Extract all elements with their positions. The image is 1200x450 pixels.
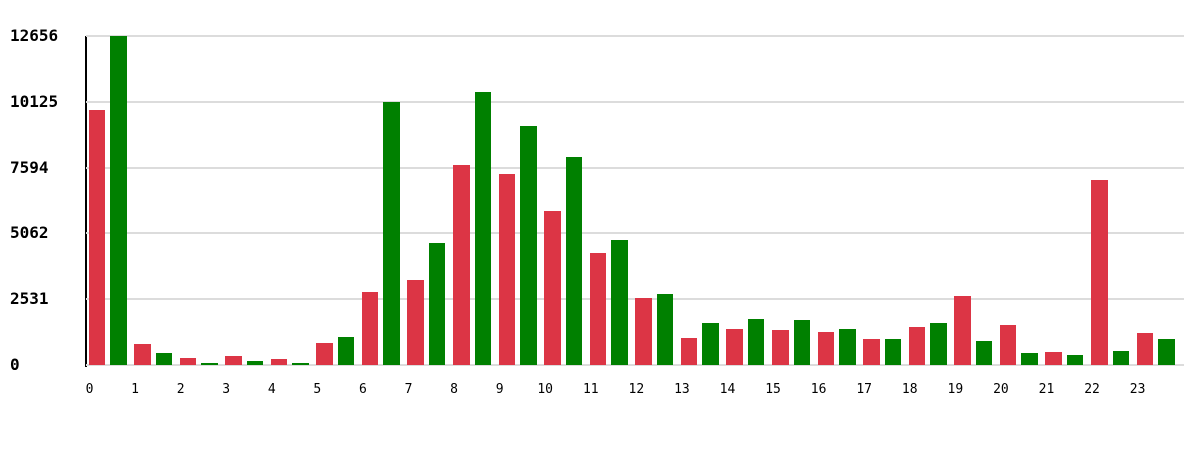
gridline-0 bbox=[86, 364, 1184, 366]
bar-hour-12-green bbox=[656, 294, 674, 365]
bar-hour-7-green bbox=[428, 242, 446, 365]
x-tick-label-16: 16 bbox=[810, 382, 827, 397]
bar-hour-14-red bbox=[726, 328, 743, 365]
x-tick-label-3: 3 bbox=[222, 382, 231, 397]
bar-hour-6-red bbox=[361, 291, 379, 365]
bar-hour-3-red bbox=[225, 355, 242, 365]
bar-hour-2-red bbox=[179, 357, 197, 365]
bar-hour-23-green bbox=[1158, 339, 1175, 365]
bar-hour-9-green bbox=[520, 125, 537, 365]
bar-hour-4-red bbox=[270, 358, 288, 365]
bar-hour-19-red bbox=[954, 295, 971, 365]
bar-hour-0-green bbox=[110, 36, 127, 365]
bar-hour-6-green bbox=[383, 102, 400, 365]
bar-hour-21-red bbox=[1045, 352, 1062, 365]
bar-hour-8-green bbox=[474, 92, 492, 365]
x-tick-label-5: 5 bbox=[313, 382, 322, 397]
bar-hour-23-red bbox=[1136, 332, 1154, 365]
x-tick-label-23: 23 bbox=[1129, 382, 1146, 397]
bar-hour-7-red bbox=[407, 280, 424, 365]
x-tick-label-9: 9 bbox=[495, 382, 504, 397]
y-tick-label-2531: 2531 bbox=[10, 289, 49, 309]
x-tick-label-13: 13 bbox=[674, 382, 690, 397]
bar-hour-13-green bbox=[702, 323, 719, 365]
x-tick-label-1: 1 bbox=[131, 382, 139, 397]
bar-hour-9-red bbox=[498, 174, 516, 365]
y-tick-label-0: 0 bbox=[10, 355, 20, 374]
bar-hour-22-green bbox=[1112, 350, 1130, 365]
bar-hour-21-green bbox=[1066, 354, 1084, 365]
gridline-2531 bbox=[86, 298, 1184, 301]
bar-hour-5-red bbox=[316, 343, 333, 365]
y-tick-label-5062: 5062 bbox=[10, 223, 49, 243]
y-tick-label-12656: 12656 bbox=[10, 26, 59, 45]
bar-hour-12-red bbox=[635, 297, 652, 365]
bar-hour-17-green bbox=[884, 338, 902, 365]
bar-hour-18-green bbox=[930, 322, 947, 365]
bar-hour-22-red bbox=[1091, 179, 1108, 365]
bar-hour-14-green bbox=[747, 318, 765, 365]
x-tick-label-6: 6 bbox=[358, 382, 367, 397]
bar-hour-2-green bbox=[201, 363, 218, 365]
bar-hour-3-green bbox=[246, 361, 264, 365]
bar-hour-4-green bbox=[292, 362, 309, 365]
x-tick-label-11: 11 bbox=[582, 382, 599, 397]
bar-hour-15-green bbox=[793, 320, 811, 365]
x-tick-label-19: 19 bbox=[947, 382, 964, 397]
gridline-7594 bbox=[86, 166, 1184, 169]
bar-hour-16-green bbox=[839, 328, 856, 365]
x-tick-label-15: 15 bbox=[765, 382, 781, 397]
x-tick-label-10: 10 bbox=[537, 382, 554, 397]
x-tick-label-7: 7 bbox=[404, 382, 413, 397]
x-tick-label-21: 21 bbox=[1038, 382, 1055, 397]
bar-hour-13-red bbox=[680, 337, 698, 365]
bar-hour-10-green bbox=[565, 157, 583, 365]
bar-hour-20-green bbox=[1021, 353, 1038, 365]
y-axis-line bbox=[85, 36, 87, 367]
bar-hour-15-red bbox=[772, 329, 789, 365]
x-tick-label-8: 8 bbox=[450, 382, 458, 397]
bar-hour-1-green bbox=[155, 352, 173, 365]
gridline-12656 bbox=[86, 35, 1184, 37]
x-tick-label-4: 4 bbox=[267, 382, 276, 397]
bar-hour-1-red bbox=[134, 343, 151, 365]
plot-area bbox=[85, 35, 1184, 367]
x-tick-label-22: 22 bbox=[1084, 382, 1100, 397]
bar-hour-8-red bbox=[453, 164, 470, 365]
bar-hour-5-green bbox=[337, 336, 355, 365]
x-tick-label-20: 20 bbox=[993, 382, 1009, 397]
x-tick-label-2: 2 bbox=[176, 382, 185, 397]
x-tick-label-14: 14 bbox=[719, 382, 736, 397]
bar-hour-0-red bbox=[88, 110, 105, 365]
bar-hour-11-red bbox=[589, 252, 607, 365]
x-tick-label-12: 12 bbox=[628, 382, 645, 397]
x-tick-label-17: 17 bbox=[856, 382, 873, 397]
gridline-10125 bbox=[86, 100, 1184, 103]
x-tick-label-0: 0 bbox=[85, 382, 94, 397]
bar-hour-16-red bbox=[817, 332, 835, 365]
bar-hour-18-red bbox=[908, 326, 926, 365]
y-tick-label-7594: 7594 bbox=[10, 157, 49, 177]
bar-hour-11-green bbox=[611, 239, 628, 365]
bar-hour-19-green bbox=[975, 340, 993, 365]
bar-hour-10-red bbox=[544, 211, 561, 365]
gridline-5062 bbox=[86, 232, 1184, 235]
y-tick-label-10125: 10125 bbox=[10, 91, 59, 111]
bar-hour-20-red bbox=[999, 325, 1017, 365]
bar-hour-17-red bbox=[863, 339, 880, 365]
x-tick-label-18: 18 bbox=[901, 382, 918, 397]
